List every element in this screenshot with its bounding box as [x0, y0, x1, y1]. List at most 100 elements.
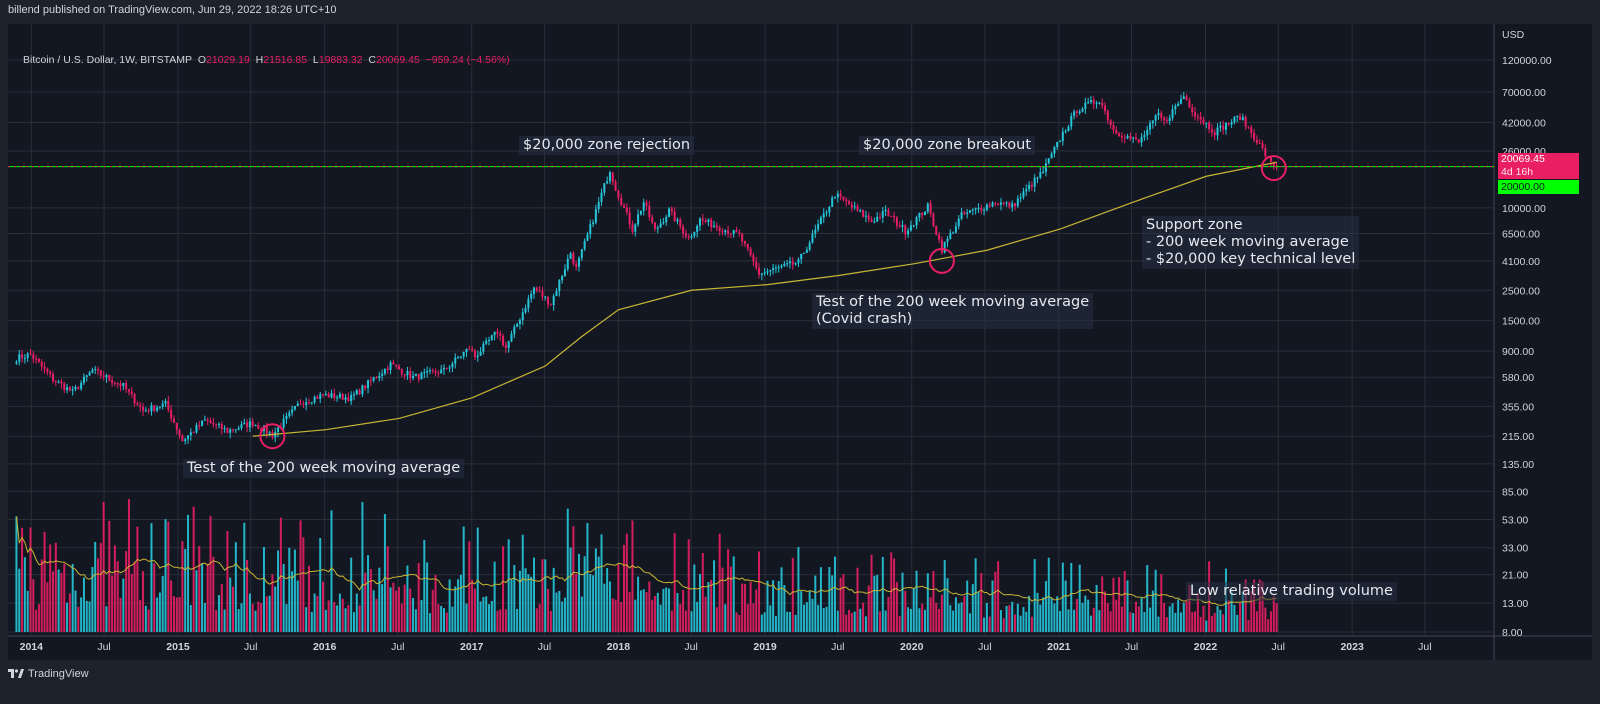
candle-body — [1250, 127, 1253, 133]
time-tick-label: 2018 — [607, 641, 631, 653]
volume-bar — [715, 607, 718, 632]
candle-body — [521, 312, 524, 321]
annotation-low-volume[interactable]: Low relative trading volume — [1186, 582, 1397, 601]
candle-body — [127, 389, 130, 392]
candle-body — [625, 207, 628, 213]
candle-body — [77, 387, 80, 389]
candle-body — [119, 383, 122, 387]
candle-body — [232, 429, 235, 431]
volume-bar — [499, 609, 502, 632]
volume-bar — [848, 609, 851, 632]
candle-body — [704, 220, 707, 222]
volume-bar — [878, 611, 881, 632]
volume-bar — [600, 534, 603, 632]
candle-body — [471, 349, 474, 351]
candle-body — [1222, 125, 1225, 130]
volume-bar — [797, 547, 800, 632]
candle-body — [954, 226, 957, 233]
candle-body — [836, 193, 839, 198]
volume-bar — [279, 517, 282, 632]
candle-body — [932, 213, 935, 226]
volume-bar — [608, 581, 611, 632]
low-label: L — [312, 54, 319, 66]
candle-body — [1216, 127, 1219, 136]
candle-body — [414, 373, 417, 376]
volume-bar — [766, 580, 769, 632]
annotation-support-zone[interactable]: Support zone - 200 week moving average -… — [1142, 216, 1360, 269]
volume-bar — [876, 574, 879, 632]
volume-bar — [673, 533, 676, 632]
candle-body — [381, 373, 384, 376]
candle-body — [530, 293, 533, 299]
volume-bar — [91, 567, 94, 632]
volume-bar — [980, 572, 983, 632]
volume-bar — [1025, 611, 1028, 632]
volume-bar — [1073, 609, 1076, 632]
low-value: 19883.32 — [318, 54, 363, 66]
candle-body — [459, 356, 462, 358]
volume-bar — [862, 602, 865, 632]
candle-body — [592, 222, 595, 225]
candle-body — [1154, 115, 1157, 121]
candle-body — [172, 418, 175, 423]
volume-bar — [102, 501, 105, 632]
volume-bar — [974, 558, 977, 632]
high-label: H — [255, 54, 264, 66]
candle-body — [63, 383, 66, 390]
candle-body — [1112, 125, 1115, 131]
candle-body — [811, 233, 814, 243]
time-tick-label: 2016 — [313, 641, 337, 653]
annotation-covid-test[interactable]: Test of the 200 week moving average (Cov… — [812, 293, 1094, 329]
candle-body — [957, 218, 960, 227]
candle-body — [156, 407, 159, 411]
price-chart[interactable]: USD120000.0070000.0042000.0026000.001000… — [8, 24, 1592, 660]
volume-bar — [929, 597, 932, 632]
candle-body — [54, 381, 57, 383]
candle-body — [1264, 147, 1267, 157]
candle-body — [383, 368, 386, 374]
price-tick-label: 13.00 — [1502, 598, 1528, 610]
candle-body — [1028, 184, 1031, 190]
volume-bar — [254, 610, 257, 632]
candle-body — [1092, 100, 1095, 104]
volume-bar — [693, 564, 696, 632]
annotation-rejection[interactable]: $20,000 zone rejection — [519, 136, 695, 155]
candle-body — [600, 192, 603, 202]
candle-body — [350, 394, 353, 402]
volume-bar — [665, 587, 668, 632]
annotation-breakout[interactable]: $20,000 zone breakout — [859, 136, 1036, 155]
candle-body — [614, 181, 617, 191]
annotation-2015-test[interactable]: Test of the 200 week moving average — [183, 459, 465, 478]
volume-bar — [653, 595, 656, 632]
candle-body — [583, 240, 586, 250]
candle-body — [831, 197, 834, 207]
candle-body — [527, 298, 530, 309]
candle-body — [285, 415, 288, 419]
candle-body — [1126, 136, 1129, 139]
change-value: −959.24 (−4.56%) — [425, 54, 510, 66]
chart-frame[interactable]: USD 120000.00 70000.00 42000.00 26000.00 1000… — [8, 24, 1592, 660]
volume-bar — [330, 510, 333, 632]
volume-bar — [1163, 603, 1166, 632]
volume-bar — [774, 615, 777, 632]
volume-bar — [938, 608, 941, 632]
high-value: 21516.85 — [263, 54, 308, 66]
volume-bar — [426, 562, 429, 632]
time-tick-label: Jul — [684, 641, 697, 653]
candle-body — [125, 382, 128, 390]
candle-body — [1196, 116, 1199, 118]
volume-bar — [1179, 612, 1182, 632]
volume-bar — [71, 563, 74, 632]
volume-bar — [243, 522, 246, 632]
candle-body — [29, 353, 32, 355]
volume-bar — [383, 514, 386, 632]
volume-bar — [127, 499, 130, 632]
volume-bar — [580, 596, 583, 632]
volume-bar — [772, 580, 775, 632]
price-tick-label: 900.00 — [1502, 346, 1534, 358]
candle-body — [1261, 143, 1264, 148]
candle-body — [1269, 156, 1272, 162]
candle-body — [192, 432, 195, 434]
candle-body — [1025, 189, 1028, 192]
volume-bar — [442, 608, 445, 632]
